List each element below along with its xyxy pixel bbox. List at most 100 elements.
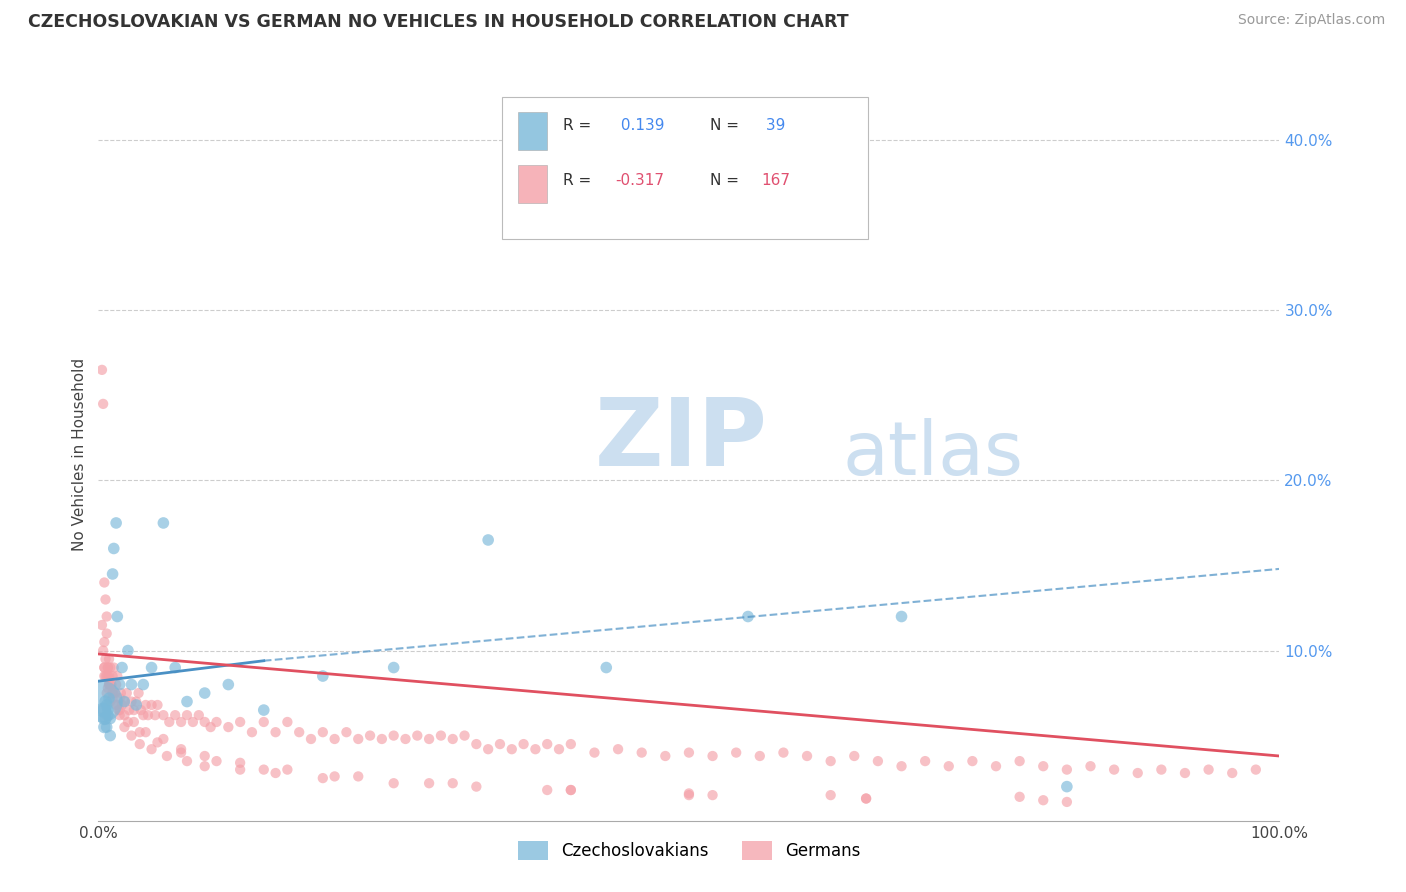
Point [117, 643, 139, 657]
Point [748, 749, 770, 764]
Point [176, 708, 198, 723]
Point [312, 771, 335, 785]
Text: -0.317: -0.317 [616, 173, 665, 188]
Point [630, 746, 652, 760]
Point [98, 691, 121, 706]
Point [96, 609, 118, 624]
Point [146, 735, 169, 749]
Point [583, 746, 606, 760]
Point [347, 769, 370, 783]
Point [141, 742, 163, 756]
Point [94, 592, 117, 607]
Point [312, 669, 335, 683]
Point [141, 698, 163, 712]
Point [984, 759, 1007, 773]
Point [323, 731, 346, 746]
Point [264, 725, 287, 739]
Point [441, 776, 464, 790]
Point [465, 780, 488, 794]
Point [103, 541, 125, 556]
Point [205, 714, 228, 729]
Point [96, 669, 118, 683]
Point [1244, 763, 1267, 777]
Point [93, 720, 115, 734]
Point [595, 660, 617, 674]
Point [725, 746, 748, 760]
Point [93, 635, 115, 649]
Point [406, 729, 429, 743]
Point [93, 660, 115, 674]
Point [1174, 766, 1197, 780]
Point [288, 725, 311, 739]
Point [105, 677, 128, 691]
Point [128, 725, 150, 739]
Point [382, 660, 405, 674]
Point [152, 516, 174, 530]
Point [737, 609, 759, 624]
Point [156, 749, 179, 764]
Text: 39: 39 [761, 119, 786, 134]
Point [264, 766, 287, 780]
Point [1102, 763, 1125, 777]
Point [108, 677, 131, 691]
Point [548, 742, 571, 756]
Point [477, 533, 499, 547]
Point [1008, 789, 1031, 804]
Point [121, 695, 143, 709]
Point [152, 708, 174, 723]
Point [97, 660, 120, 674]
Point [94, 669, 117, 683]
Point [111, 660, 134, 674]
Point [194, 686, 217, 700]
Point [229, 756, 252, 770]
Point [678, 788, 700, 802]
Point [276, 763, 298, 777]
Point [112, 708, 135, 723]
Point [94, 695, 117, 709]
Point [501, 742, 523, 756]
Point [91, 703, 114, 717]
Point [101, 686, 124, 700]
Point [136, 708, 159, 723]
Point [105, 669, 128, 683]
Point [118, 703, 141, 717]
Point [91, 643, 114, 657]
Point [97, 669, 120, 683]
Point [1126, 766, 1149, 780]
Point [536, 737, 558, 751]
Point [890, 759, 912, 773]
Text: Source: ZipAtlas.com: Source: ZipAtlas.com [1237, 13, 1385, 28]
Point [678, 746, 700, 760]
Point [962, 754, 984, 768]
Text: R =: R = [562, 173, 596, 188]
Point [194, 759, 217, 773]
Point [157, 714, 180, 729]
Point [170, 746, 193, 760]
Point [96, 686, 118, 700]
Point [98, 695, 121, 709]
Point [115, 686, 138, 700]
Point [1220, 766, 1243, 780]
Point [97, 703, 120, 717]
Point [477, 742, 499, 756]
Point [205, 754, 228, 768]
Point [359, 729, 381, 743]
Point [253, 714, 276, 729]
Point [335, 725, 357, 739]
Y-axis label: No Vehicles in Household: No Vehicles in Household [72, 359, 87, 551]
Point [844, 749, 866, 764]
Point [98, 677, 121, 691]
Point [128, 737, 150, 751]
Point [112, 695, 135, 709]
Point [323, 769, 346, 783]
Point [97, 660, 120, 674]
Point [165, 708, 187, 723]
Point [91, 397, 114, 411]
Point [101, 566, 124, 581]
FancyBboxPatch shape [517, 164, 547, 202]
Point [187, 708, 209, 723]
Point [132, 677, 155, 691]
Point [465, 737, 488, 751]
Point [110, 686, 132, 700]
Point [93, 660, 115, 674]
